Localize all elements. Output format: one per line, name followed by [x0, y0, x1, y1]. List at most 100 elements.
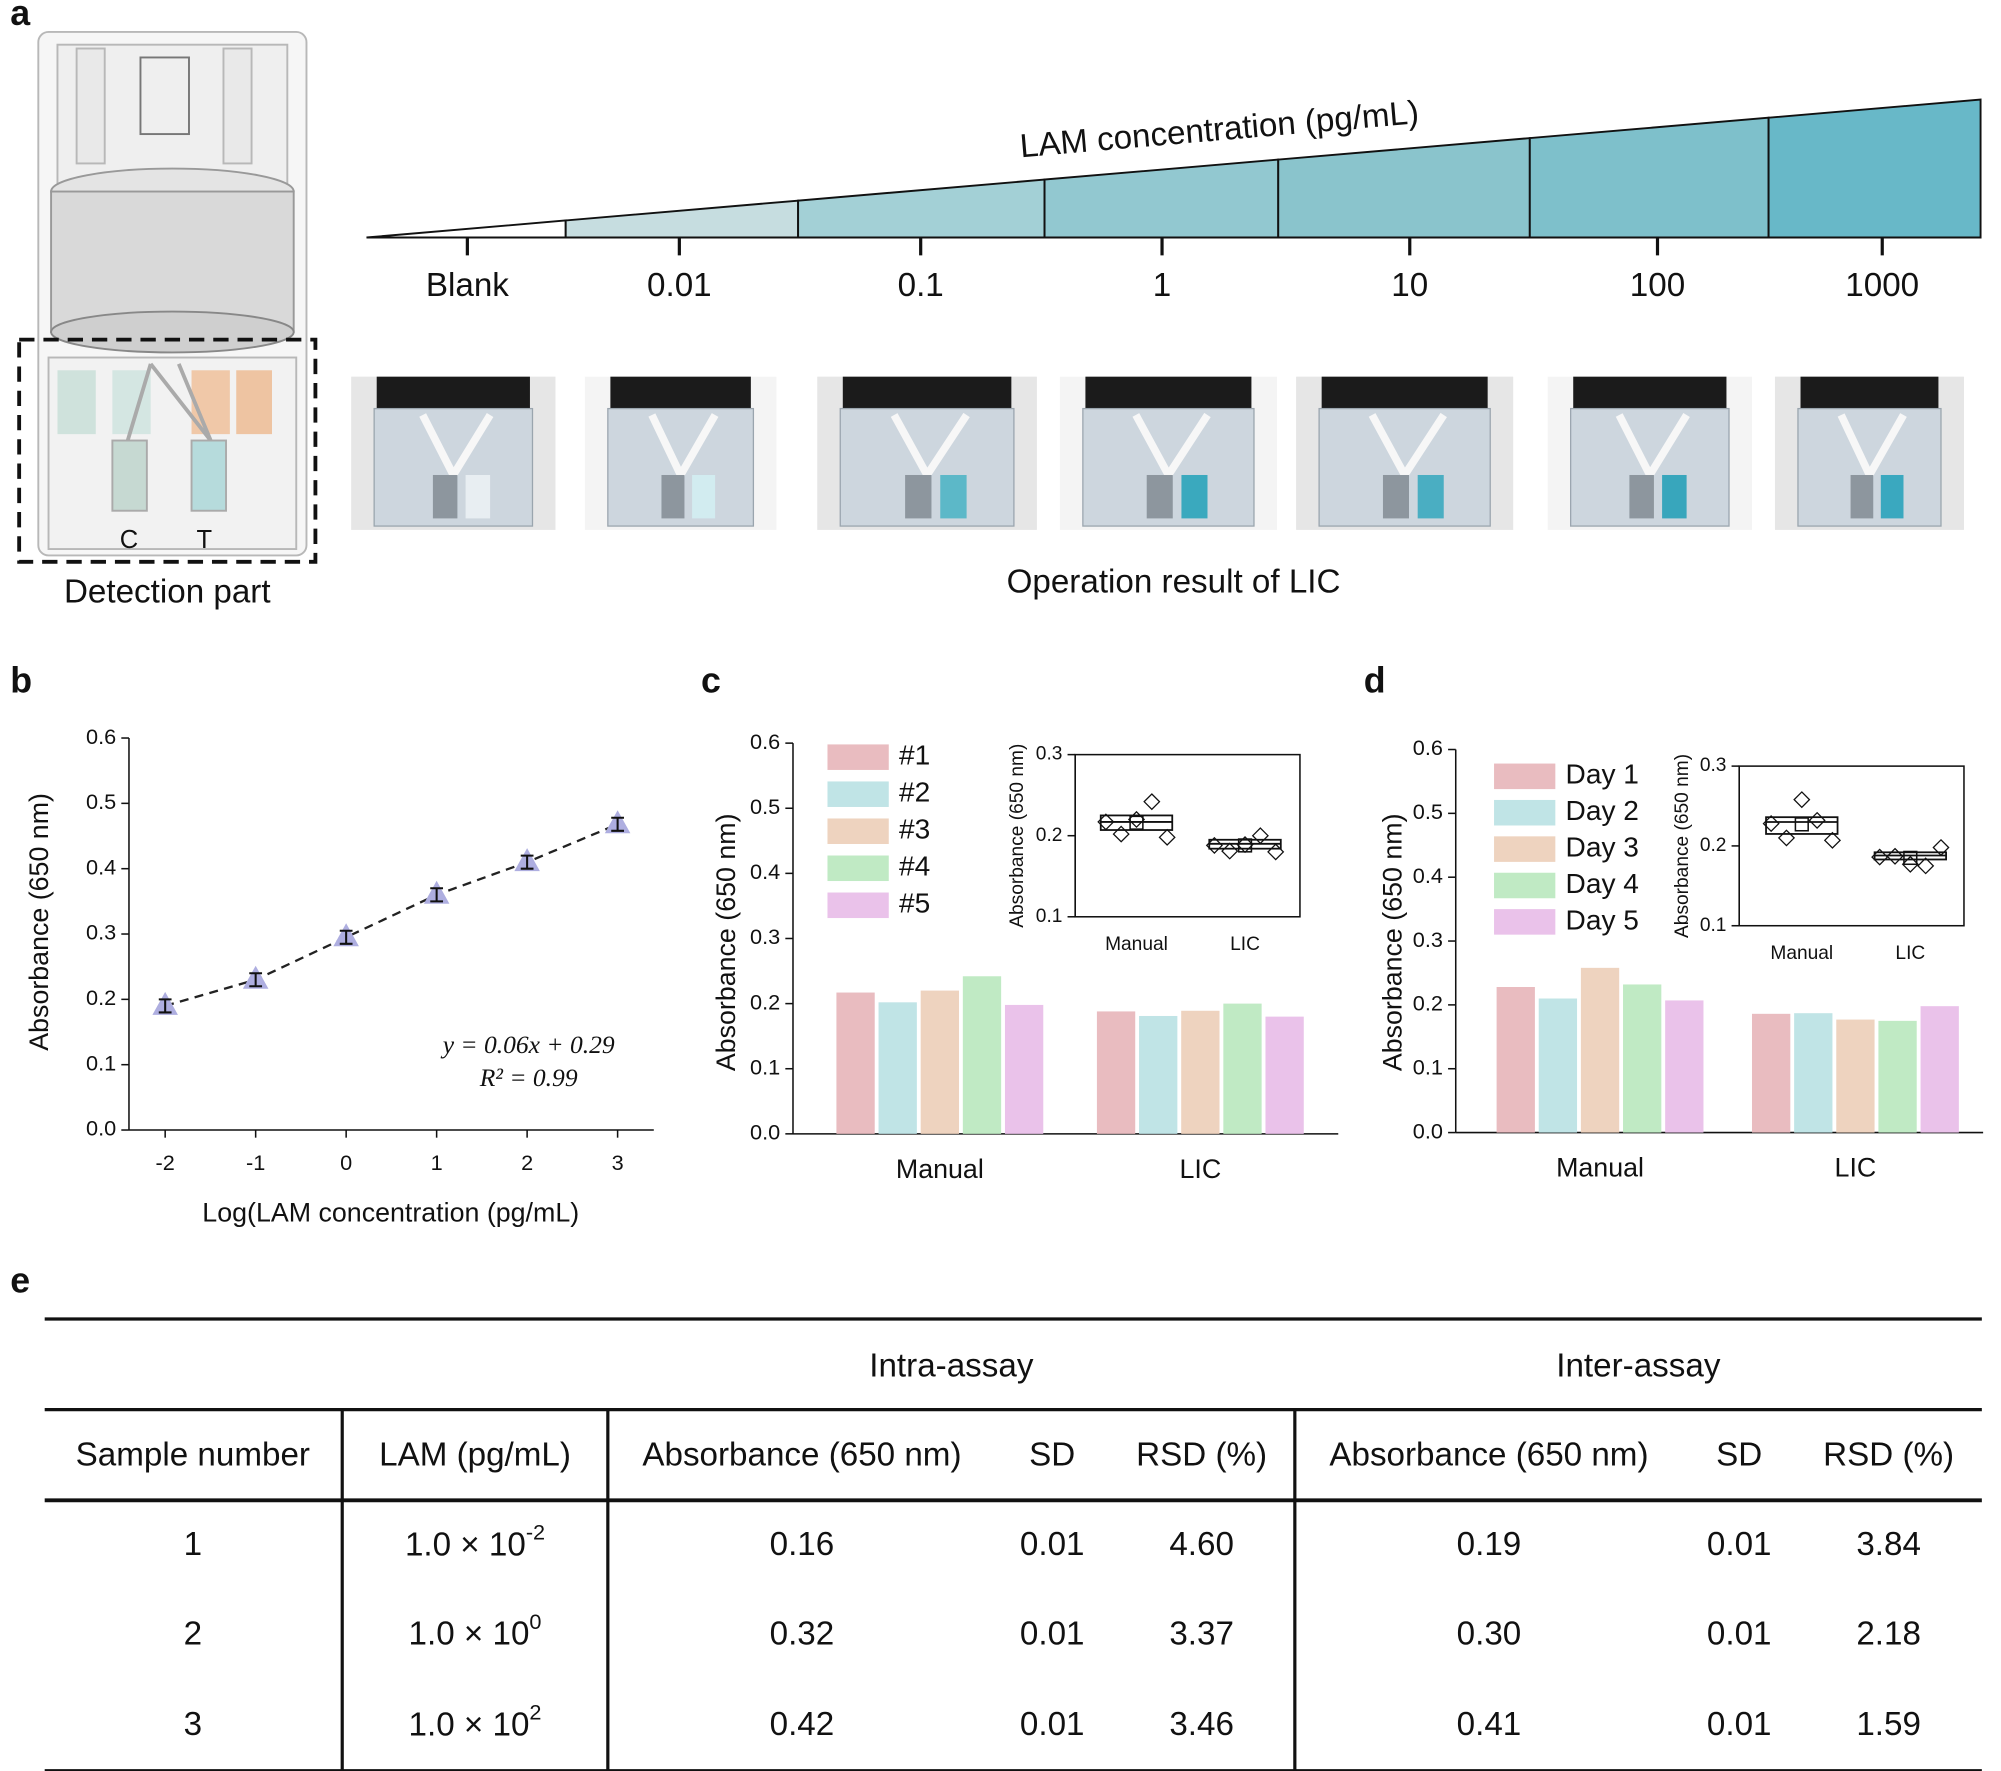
- inset-point: [1917, 857, 1935, 875]
- x-tick-label: LIC: [1835, 1153, 1877, 1183]
- inset-point: [1097, 813, 1115, 831]
- inset-point: [1251, 827, 1269, 845]
- bar: [920, 990, 959, 1134]
- bar: [1920, 1006, 1959, 1133]
- y-tick-label: 0.0: [750, 1120, 780, 1145]
- device-caption: Detection part: [64, 574, 271, 611]
- legend-label: Day 1: [1566, 759, 1639, 790]
- bar: [1878, 1020, 1917, 1133]
- legend-swatch: [827, 892, 889, 919]
- bar: [1223, 1003, 1262, 1134]
- x-tick-label: Manual: [1556, 1153, 1644, 1183]
- photo-cap: [1800, 376, 1939, 410]
- bar: [1139, 1015, 1178, 1134]
- inset-point: [1762, 815, 1780, 833]
- x-tick-label: -2: [156, 1150, 175, 1175]
- inset-y-label: Absorbance (650 nm): [1007, 744, 1028, 928]
- table-cell: 0.41: [1457, 1706, 1522, 1743]
- inset-point: [1112, 825, 1130, 843]
- photo-window: [1382, 474, 1410, 519]
- photo-cap: [1085, 376, 1252, 410]
- column-header: Absorbance (650 nm): [1329, 1437, 1648, 1474]
- y-tick-label: 0.2: [1413, 991, 1443, 1016]
- y-tick-label: 0.1: [86, 1050, 116, 1075]
- photo-well: [1181, 474, 1208, 519]
- legend-swatch: [827, 744, 889, 770]
- legend-swatch: [827, 781, 889, 807]
- inset-point: [1901, 855, 1919, 873]
- y-tick-label: 0.6: [1413, 735, 1443, 760]
- y-tick-label: 0.5: [86, 789, 116, 814]
- table-cell: 2: [184, 1615, 202, 1652]
- table-cell: 1.0 × 100: [409, 1609, 542, 1653]
- table-cell: 4.60: [1169, 1526, 1234, 1563]
- y-tick-label: 0.3: [86, 920, 116, 945]
- level-label: Blank: [426, 267, 509, 304]
- table-cell: 3.37: [1169, 1615, 1234, 1652]
- legend-label: #1: [899, 740, 930, 771]
- photo-cap: [842, 376, 1012, 410]
- photo-well: [1662, 474, 1687, 519]
- panel-label: a: [10, 0, 31, 33]
- photo-window: [1850, 474, 1874, 519]
- photo-window: [905, 474, 932, 519]
- x-tick-label: 1: [431, 1150, 443, 1175]
- column-header: Sample number: [76, 1437, 310, 1474]
- legend-label: Day 2: [1566, 795, 1639, 826]
- y-tick-label: 0.2: [86, 985, 116, 1010]
- inset-point: [1205, 836, 1223, 854]
- table-cell: 1.0 × 10-2: [405, 1519, 545, 1563]
- trend-line: [164, 823, 619, 1007]
- photo-cap: [376, 376, 530, 410]
- error-bar: [158, 998, 172, 1014]
- y-tick-label: 0.1: [750, 1054, 780, 1079]
- y-tick-label: 0.6: [86, 724, 116, 749]
- panel-label: e: [10, 1261, 30, 1301]
- bar: [1794, 1013, 1833, 1133]
- panel-label: d: [1364, 661, 1386, 701]
- inset-point: [1808, 811, 1826, 829]
- bar: [1538, 998, 1578, 1133]
- level-label: 10: [1391, 267, 1428, 304]
- photo-well: [692, 474, 716, 519]
- y-tick-label: 0.2: [1036, 825, 1063, 846]
- table-cell: 1.59: [1856, 1706, 1921, 1743]
- level-label: 0.01: [647, 267, 712, 304]
- legend-label: Day 4: [1566, 868, 1639, 899]
- bar: [1004, 1004, 1044, 1134]
- bar: [1096, 1011, 1136, 1134]
- legend-label: #5: [899, 888, 930, 919]
- legend-swatch: [827, 818, 889, 845]
- legend-swatch: [1494, 872, 1556, 899]
- column-header: RSD (%): [1136, 1437, 1267, 1474]
- table-cell: 1: [184, 1526, 202, 1563]
- bar: [1580, 967, 1620, 1133]
- table-cell: 1.0 × 102: [409, 1699, 542, 1743]
- column-header: SD: [1029, 1437, 1075, 1474]
- inset-point: [1932, 838, 1950, 857]
- bar: [1751, 1013, 1791, 1133]
- photo-well: [940, 474, 967, 519]
- x-tick-label: 2: [521, 1150, 533, 1175]
- y-tick-label: 0.1: [1036, 906, 1063, 927]
- y-tick-label: 0.5: [750, 794, 780, 819]
- bar: [1496, 987, 1535, 1133]
- x-tick-label: 0: [340, 1150, 352, 1175]
- photo-window: [1146, 474, 1173, 519]
- cell-exponent: 2: [529, 1699, 541, 1724]
- y-axis-label: Absorbance (650 nm): [24, 793, 54, 1051]
- inset-point: [1871, 848, 1889, 866]
- error-bar: [611, 816, 624, 832]
- legend-label: #4: [899, 851, 930, 882]
- photo-window: [661, 474, 685, 519]
- table-cell: 3.46: [1169, 1706, 1234, 1743]
- legend-label: #3: [899, 814, 930, 845]
- photos: [351, 376, 1964, 530]
- bar: [962, 976, 1002, 1134]
- bar: [1665, 1000, 1704, 1133]
- inset-frame: [1738, 765, 1965, 927]
- table-cell: 3: [184, 1706, 202, 1743]
- y-axis-label: Absorbance (650 nm): [1378, 813, 1408, 1071]
- table-cell: 0.01: [1707, 1706, 1772, 1743]
- photo-well: [465, 474, 491, 519]
